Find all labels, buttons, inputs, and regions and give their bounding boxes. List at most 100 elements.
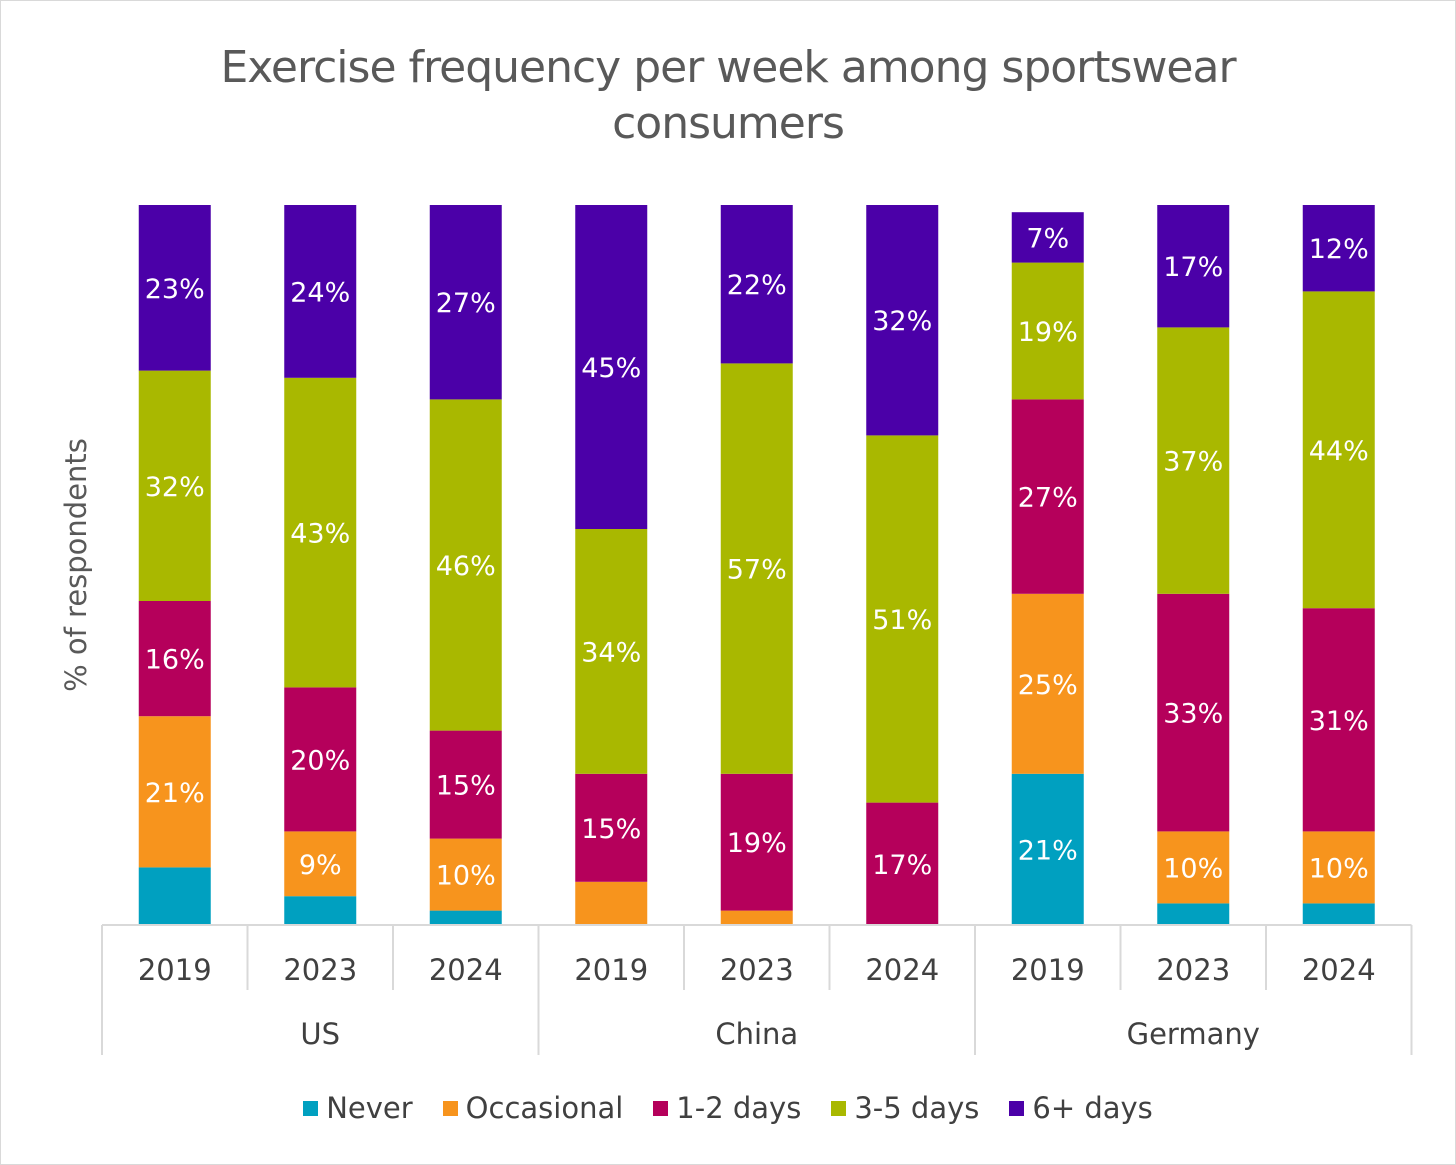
bar-segment-1-2-days (138, 601, 211, 717)
legend-item: 1-2 days (653, 1091, 801, 1125)
data-label: 23% (145, 274, 205, 305)
legend-swatch (303, 1100, 319, 1116)
bar-segment-3-5-days (1157, 327, 1230, 594)
bar-segment-6-days (575, 205, 648, 529)
legend-item: Occasional (442, 1091, 623, 1125)
bar-segment-6-days (1011, 212, 1084, 263)
bar-segment-3-5-days (429, 399, 502, 731)
bar-segment-6-days (429, 205, 502, 400)
x-tick-label: 2024 (865, 953, 939, 987)
legend-label: 3-5 days (854, 1091, 980, 1125)
bar-segment-6-days (138, 205, 211, 371)
data-label: 27% (1018, 483, 1078, 514)
data-label: 20% (290, 745, 350, 776)
legend-swatch (1009, 1100, 1025, 1116)
data-label: 22% (727, 270, 787, 301)
bar-segment-6-days (1157, 205, 1230, 328)
data-label: 37% (1163, 447, 1223, 478)
bar-segment-3-5-days (1302, 291, 1375, 609)
bar-segment-occasional (284, 831, 357, 897)
data-label: 45% (581, 353, 641, 384)
bar-segment-1-2-days (575, 773, 648, 882)
bar-segment-6-days (720, 205, 793, 364)
bar-segment-occasional (138, 716, 211, 868)
bar-segment-3-5-days (284, 377, 357, 688)
data-label: 10% (436, 861, 496, 892)
bar-segment-1-2-days (866, 802, 939, 925)
data-label: 51% (872, 605, 932, 636)
x-tick-label: 2019 (574, 953, 648, 987)
data-label: 10% (1163, 853, 1223, 884)
data-label: 21% (1018, 835, 1078, 866)
x-axis: 2019 2023 2024 2019 2023 2024 2019 2023 2024 US Ch… (101, 924, 1413, 1055)
bar-segment-never (1302, 903, 1375, 925)
data-label: 19% (1018, 317, 1078, 348)
data-label: 25% (1018, 670, 1078, 701)
x-tick-label: 2023 (720, 953, 794, 987)
bar-segment-never (1157, 903, 1230, 925)
bar-segment-never (1011, 773, 1084, 925)
data-label: 43% (290, 519, 350, 550)
chart-title: Exercise frequency per week among sports… (220, 42, 1236, 149)
data-label: 31% (1309, 706, 1369, 737)
x-tick-label: 2023 (283, 953, 357, 987)
data-label: 12% (1309, 234, 1369, 265)
x-tick-label: 2024 (1302, 953, 1376, 987)
bar-segment-6-days (1302, 205, 1375, 292)
data-label: 9% (299, 850, 342, 881)
y-axis-label: % of respondents (59, 438, 93, 692)
bar-segment-3-5-days (575, 529, 648, 774)
data-label: 19% (727, 828, 787, 859)
bar-segment-occasional (429, 838, 502, 911)
legend-label: 1-2 days (676, 1091, 802, 1125)
x-tick-label: 2024 (429, 953, 503, 987)
bar-segment-1-2-days (429, 730, 502, 839)
bar-segment-occasional (575, 881, 648, 925)
data-label: 46% (436, 551, 496, 582)
data-label: 44% (1309, 436, 1369, 467)
legend-item: 6+ days (1009, 1091, 1153, 1125)
x-group-label: US (300, 1017, 340, 1051)
bar-segment-1-2-days (1302, 608, 1375, 832)
legend-item: 3-5 days (831, 1091, 979, 1125)
data-label: 10% (1309, 853, 1369, 884)
data-label: 17% (872, 850, 932, 881)
bar-segment-occasional (1157, 831, 1230, 904)
bar-segment-6-days (284, 205, 357, 378)
legend-swatch (831, 1100, 847, 1116)
legend-label: Never (326, 1091, 413, 1125)
bar-segment-1-2-days (1157, 593, 1230, 832)
bar-segment-never (284, 896, 357, 925)
legend-item: Never (303, 1091, 413, 1125)
x-tick-label: 2019 (138, 953, 212, 987)
data-label: 17% (1163, 252, 1223, 283)
bar-segment-never (429, 910, 502, 925)
data-label: 32% (872, 306, 932, 337)
data-label: 16% (145, 645, 205, 676)
data-label: 24% (290, 277, 350, 308)
data-label: 15% (581, 814, 641, 845)
legend-label: 6+ days (1032, 1091, 1153, 1125)
bar-segment-3-5-days (866, 435, 939, 803)
bar-segment-1-2-days (1011, 399, 1084, 594)
data-label: 34% (581, 637, 641, 668)
data-label: 33% (1163, 699, 1223, 730)
bar-segment-3-5-days (1011, 262, 1084, 400)
data-label: 7% (1026, 223, 1069, 254)
x-tick-label: 2023 (1156, 953, 1230, 987)
chart-legend: Never Occasional 1-2 days 3-5 days 6+ days (0, 1088, 1456, 1128)
bar-segment-occasional (1011, 593, 1084, 774)
bar-segment-never (138, 867, 211, 925)
data-label: 21% (145, 778, 205, 809)
data-label: 15% (436, 771, 496, 802)
bar-segment-3-5-days (720, 363, 793, 774)
x-tick-label: 2019 (1011, 953, 1085, 987)
bars-layer: 21% 16% 32% 23% 9% 20% 43% 24% 10% 15% 46% 27% 15% 34… (138, 205, 1375, 925)
x-group-label: Germany (1127, 1017, 1260, 1051)
bar-segment-occasional (1302, 831, 1375, 904)
data-label: 27% (436, 288, 496, 319)
data-label: 57% (727, 555, 787, 586)
bar-segment-occasional (720, 910, 793, 925)
legend-swatch (442, 1100, 458, 1116)
